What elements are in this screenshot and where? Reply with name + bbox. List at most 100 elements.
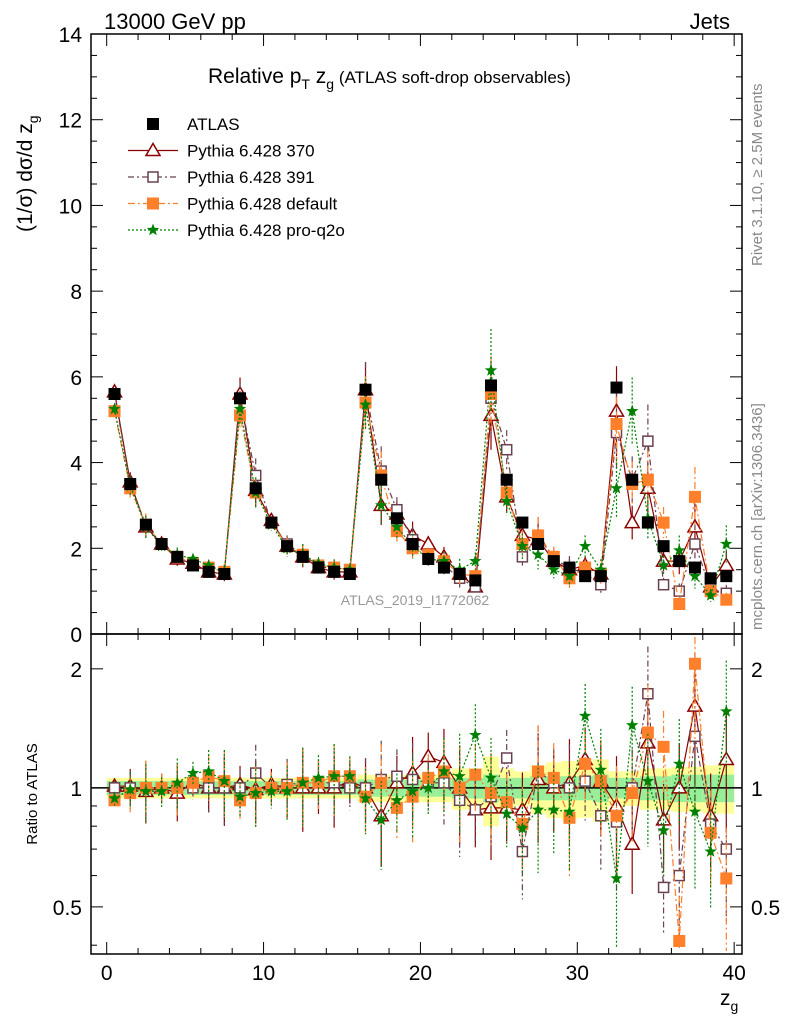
ratio-point [343,769,356,782]
ratio-y-tick-label-right: 2 [751,659,763,682]
ratio-point [453,781,466,794]
data-point [579,539,592,552]
data-point [281,540,294,553]
data-point [375,498,388,511]
legend-item-atlas: ATLAS [147,115,240,134]
data-point [437,554,451,567]
ratio-point [500,807,513,819]
data-point [296,550,309,563]
data-point [312,561,325,574]
ratio-point [249,786,262,799]
data-point [532,538,545,550]
ratio-point [532,765,545,778]
data-point [641,516,654,529]
y-axis-label-main: (1/σ) dσ/d z [14,123,37,232]
data-point [265,516,278,529]
x-axis-label-sub: g [731,998,739,1014]
ratio-point [657,881,670,894]
data-point [419,535,437,550]
chart-title: Relative pT zg (ATLAS soft-drop observab… [208,65,571,92]
ratio-point [626,787,639,800]
legend-item-pythia-6-428-pro-q2o: Pythia 6.428 pro-q2o [128,221,345,240]
ratio-point [375,813,388,826]
ratio-point [406,784,419,797]
ratio-point [594,763,607,776]
ratio-point [280,784,294,797]
ratio-point [484,771,498,784]
y-tick-label: 2 [70,538,82,561]
title-sub-t: T [301,76,310,92]
ratio-point [500,752,513,764]
data-point [139,518,152,531]
data-point [610,381,623,394]
data-point [469,554,482,567]
y-axis-label: (1/σ) dσ/d zg [14,115,41,232]
y-tick-label: 14 [59,24,83,47]
data-point [500,473,513,486]
data-point [359,383,372,396]
ratio-point [233,790,247,802]
data-point [673,555,686,568]
ratio-point [390,801,403,814]
ratio-point [390,793,404,806]
legend-label: ATLAS [187,115,240,134]
ratio-line [114,693,727,889]
ratio-y-tick-label-right: 0.5 [751,897,780,920]
header-jets: Jets [690,9,730,34]
ratio-point [610,809,623,822]
data-point [453,568,466,580]
ratio-point [469,768,482,781]
data-point [720,570,733,583]
series-pythia-6-428-pro-q2o [108,328,733,602]
ratio-panel: 0.5 0.5 1 1 2 2 0 10 20 30 40 Ratio to ATLAS zg [24,633,780,1014]
data-point [547,555,560,568]
data-point [642,435,654,447]
ratio-series-pythia-6-428-pro-q2o [108,660,733,949]
ratio-point [312,776,325,789]
ratio-point [328,769,341,782]
data-point [673,585,686,597]
ratio-y-tick-label: 2 [70,659,82,682]
ratio-frame [90,633,743,955]
data-point [249,482,262,495]
ratio-point [155,784,168,797]
ratio-point [437,765,451,777]
ratio-point [688,657,701,670]
ratio-point [704,845,717,857]
ratio-point [359,792,372,804]
ratio-point [704,826,717,839]
data-point [626,473,639,486]
data-point [657,540,670,553]
data-point [610,481,623,494]
x-tick-label: 30 [566,962,589,985]
series-line-pythia-6-428-default [113,393,727,605]
data-point [657,558,670,571]
title-note: (ATLAS soft-drop observables) [334,68,571,87]
ratio-point [296,776,309,788]
data-point [623,514,641,529]
data-point [720,537,733,550]
ratio-point [312,771,325,784]
data-point [688,561,701,574]
data-point [171,550,184,563]
data-point [673,543,686,556]
ratio-point [579,709,592,722]
legend: ATLAS Pythia 6.428 370 Pythia 6.428 391 Pyt… [128,115,345,240]
ratio-point [720,705,733,717]
legend-marker [144,142,162,157]
ratio-point [469,728,482,741]
ratio-point [579,757,592,770]
data-point [673,598,686,610]
data-point [484,363,498,376]
data-point [688,569,702,582]
ratio-point [202,765,215,777]
data-point [563,561,576,574]
rivet-label: Rivet 3.1.10, ≥ 2.5M events [749,84,766,267]
x-axis-label: zg [720,987,738,1014]
y-tick-label: 12 [59,110,82,133]
data-point [108,402,121,415]
data-point [343,568,356,580]
ratio-axis-ticks [91,668,742,946]
